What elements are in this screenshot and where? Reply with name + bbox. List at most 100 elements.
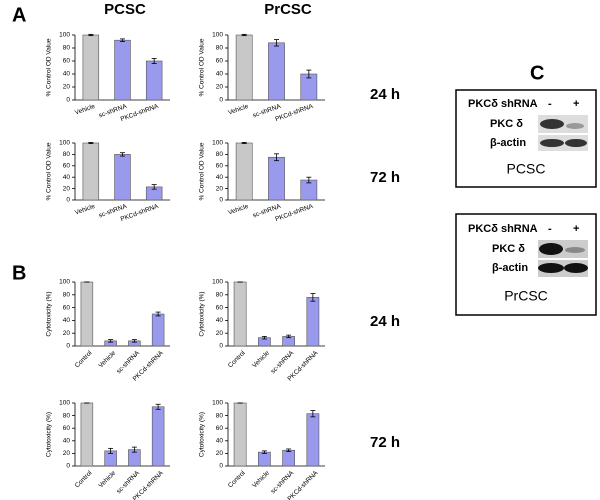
y-tick-label: 60 [63,58,71,65]
blot-panel: PKCδ shRNA - + PKC δ β-actin PrCSC [455,213,597,316]
y-tick-label: 0 [219,97,223,104]
x-tick-label: Vehicle [74,103,96,117]
bar [145,60,163,101]
bar [233,402,247,467]
y-axis-label: Cytotoxicity (%) [199,291,206,336]
error-bar [131,339,137,343]
y-tick-label: 100 [59,279,70,286]
y-tick-label: 0 [219,343,223,350]
blot-band [565,139,587,147]
y-axis-label: % Control OD Value [46,142,53,200]
y-tick-label: 0 [66,97,70,104]
row-label: 72 h [370,434,400,451]
chart: 0 20 40 60 80 100 Cytotoxicity (%) Control Vehic… [46,400,170,500]
bar [235,142,253,201]
blot-frame [455,213,597,316]
y-tick-label: 0 [66,343,70,350]
error-bar [261,450,267,454]
blot-row: β-actin [490,137,526,149]
bar [151,406,165,467]
blot-lane: + [573,98,579,110]
y-tick-label: 80 [216,292,224,299]
blot-caption: PCSC [507,161,546,177]
x-tick-label: Vehicle [97,469,117,489]
y-tick-label: 100 [59,32,70,39]
y-tick-label: 80 [216,151,224,158]
blot-header: PKCδ shRNA [468,223,538,235]
x-tick-label: Vehicle [227,103,249,117]
error-bar [155,403,161,410]
x-tick-label: PKCd-shRNA [274,203,314,223]
blot-lane: + [573,223,579,235]
y-tick-label: 0 [66,197,70,204]
y-tick-label: 20 [63,330,71,337]
bar [82,34,100,101]
bar [282,449,295,467]
panel-label: A [12,4,26,26]
y-tick-label: 20 [216,84,224,91]
blot-band [565,247,585,253]
y-axis-label: Cytotoxicity (%) [199,412,206,457]
x-tick-label: Vehicle [251,349,271,369]
y-tick-label: 100 [212,400,223,407]
blot-row: β-actin [492,262,528,274]
blot-lane: - [548,223,552,235]
y-tick-label: 60 [216,304,224,311]
x-tick-label: Vehicle [97,349,117,369]
error-bar [310,293,316,302]
y-tick-label: 40 [216,317,224,324]
blot-caption: PrCSC [504,288,548,304]
x-tick-label: Control [74,349,94,369]
panel-label: B [12,262,26,284]
y-tick-label: 20 [216,330,224,337]
y-tick-label: 100 [212,140,223,147]
error-bar [120,152,125,157]
error-bar [310,410,316,418]
chart: 0 20 40 60 80 100 Cytotoxicity (%) Control Vehic… [199,400,325,500]
y-tick-label: 60 [63,163,71,170]
y-tick-label: 40 [63,71,71,78]
y-tick-label: 100 [59,140,70,147]
y-tick-label: 0 [219,463,223,470]
error-bar [261,335,267,340]
x-tick-label: Control [227,469,247,489]
error-bar [155,311,161,317]
bar [114,154,131,201]
y-tick-label: 0 [219,197,223,204]
error-bar [306,176,312,184]
blot-row: PKC δ [492,243,525,255]
y-tick-label: 40 [63,438,71,445]
y-tick-label: 40 [216,438,224,445]
y-tick-label: 60 [216,425,224,432]
bar [258,451,271,467]
bar [268,156,285,201]
error-bar [88,142,94,144]
bar [306,297,320,347]
y-tick-label: 0 [66,463,70,470]
bar [235,34,253,101]
y-tick-label: 20 [216,450,224,457]
error-bar [151,184,157,190]
y-tick-label: 60 [63,425,71,432]
y-tick-label: 20 [63,185,71,192]
error-bar [120,38,125,42]
error-bar [241,142,247,144]
y-tick-label: 80 [216,45,224,52]
bar [80,281,94,347]
blot-band [564,263,588,273]
error-bar [274,39,279,47]
y-tick-label: 80 [216,412,224,419]
x-tick-label: Vehicle [227,203,249,217]
bar [268,42,285,101]
error-bar [286,334,292,339]
blot-header: PKCδ shRNA [468,98,538,110]
y-axis-label: % Control OD Value [46,38,53,96]
panel-label: C [530,62,544,84]
bar [306,413,320,467]
bar [233,281,247,347]
